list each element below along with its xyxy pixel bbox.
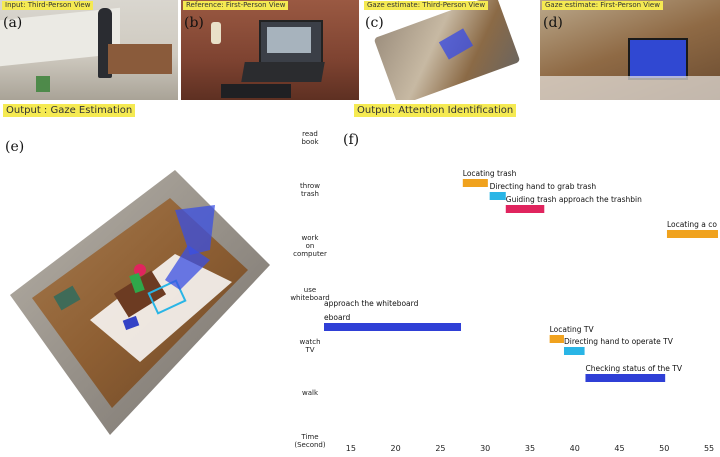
panel-d-gaze-first-person: Gaze estimate: First-Person View (d): [540, 0, 720, 100]
timeline-segment-bar: [324, 323, 462, 331]
panel-e-label: (e): [5, 139, 25, 155]
timeline-segment-bar: [462, 179, 488, 187]
ylabel-walk: walk: [301, 389, 318, 397]
x-tick-label: 35: [525, 444, 535, 453]
panel-f-label: (f): [343, 132, 360, 148]
timeline-segment-bar: [563, 347, 585, 355]
ylabel-throw-trash: throw trash: [300, 182, 320, 198]
bottle-shape: [211, 22, 221, 44]
room-reconstruction-3d: [10, 170, 270, 435]
panel-a-label: (a): [3, 15, 23, 31]
table-center: [113, 270, 167, 318]
object-box: [122, 315, 140, 331]
timeline-segment-bar: [505, 205, 545, 213]
x-tick-label: 25: [435, 444, 445, 453]
output-gaze-estimation: Output : Gaze Estimation: [3, 104, 136, 117]
desk-edge: [540, 76, 720, 100]
room-white-floor: [90, 254, 232, 362]
x-tick-label: 30: [480, 444, 490, 453]
laptop-display-content: [267, 27, 311, 53]
timeline-segment-label: Directing hand to operate TV: [564, 337, 674, 346]
trashbin-shape: [36, 76, 50, 92]
timeline-segment-label: Locating TV: [550, 325, 595, 334]
output-attention-identification: Output: Attention Identification: [354, 104, 517, 117]
timeline-segment-bar: [489, 192, 506, 200]
table-shape: [108, 44, 172, 74]
panel-d-tag: Gaze estimate: First-Person View: [542, 1, 663, 10]
external-keyboard: [221, 84, 291, 98]
tv-box: [147, 279, 187, 315]
x-tick-label: 55: [704, 444, 714, 453]
timeline-segment-label: Locating trash: [463, 169, 517, 178]
ylabel-read-book: read book: [301, 130, 319, 146]
timeline-segment-label: eboard: [324, 313, 351, 322]
panel-c-gaze-third-person: Gaze estimate: Third-Person View (c): [362, 0, 537, 100]
panel-c-label: (c): [365, 15, 384, 31]
person-head: [134, 264, 146, 276]
panel-d-label: (d): [543, 15, 563, 31]
timeline-segment-label: Guiding trash approach the trashbin: [506, 195, 642, 204]
x-tick-label: 15: [346, 444, 356, 453]
panel-b-tag: Reference: First-Person View: [183, 1, 289, 10]
panel-a-tag: Input: Third-Person View: [2, 1, 94, 10]
ylabel-use-whiteboard: use whiteboard: [290, 286, 330, 302]
panel-c-tag: Gaze estimate: Third-Person View: [364, 1, 489, 10]
panel-b-label: (b): [184, 15, 204, 31]
panel-b-first-person-reference: Reference: First-Person View (b): [181, 0, 359, 100]
ylabel-watch-tv: watch TV: [299, 338, 321, 354]
timeline-segment-label: Locating a co: [667, 220, 717, 229]
timeline-segment-bar: [585, 374, 666, 382]
monitor-shape: [628, 38, 688, 80]
ylabel-work-on-computer: work on computer: [293, 234, 327, 258]
timeline-segment-label: Checking status of the TV: [585, 364, 682, 373]
person-body: [129, 272, 145, 294]
table-cabinet: [53, 285, 81, 311]
gaze-cone-left: [175, 205, 215, 255]
x-tick-label: 40: [570, 444, 580, 453]
x-tick-label: 20: [391, 444, 401, 453]
timeline-segment-label: Directing hand to grab trash: [490, 182, 597, 191]
ylabel-time-second: Time (Second): [294, 433, 326, 449]
x-tick-label: 50: [659, 444, 669, 453]
gaze-cone-right: [165, 245, 210, 290]
timeline-segment-bar: [549, 335, 564, 343]
panel-a-third-person-input: Input: Third-Person View (a): [0, 0, 178, 100]
timeline-segment-bar: [666, 230, 718, 238]
x-tick-label: 45: [614, 444, 624, 453]
timeline-segment-label: approach the whiteboard: [324, 299, 419, 308]
